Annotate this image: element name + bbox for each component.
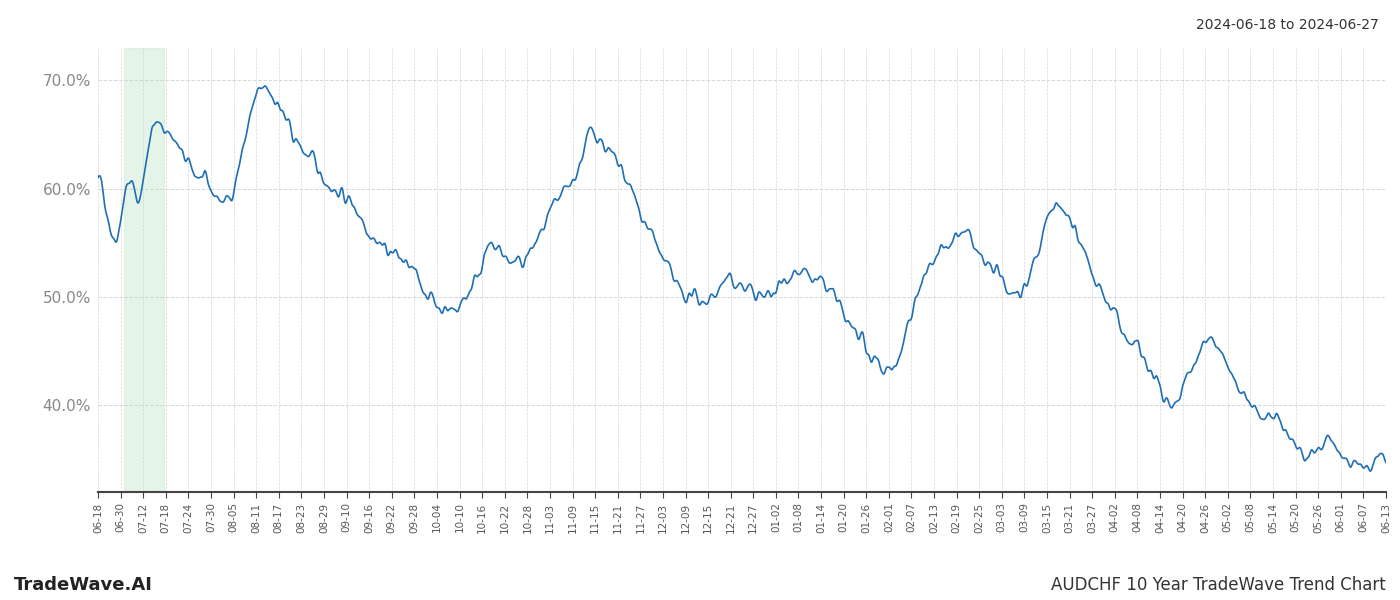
Text: AUDCHF 10 Year TradeWave Trend Chart: AUDCHF 10 Year TradeWave Trend Chart [1051,576,1386,594]
Text: 2024-06-18 to 2024-06-27: 2024-06-18 to 2024-06-27 [1196,18,1379,32]
Bar [123,48,164,492]
Text: TradeWave.AI: TradeWave.AI [14,576,153,594]
